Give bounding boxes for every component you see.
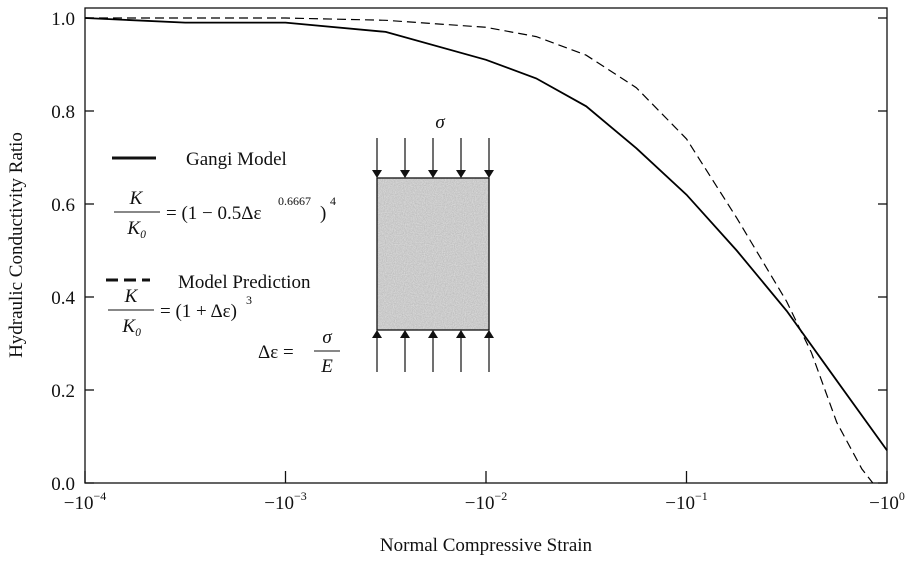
x-tick-label: −10−4 [64,489,107,514]
x-tick-label: −10−3 [264,489,307,514]
eq-den: K₀ [121,316,141,337]
eq-rhs: = (1 + Δε) [160,301,237,322]
y-axis-title: Hydraulic Conductivity Ratio [6,132,27,358]
series-line [85,17,874,484]
y-tick-label: 0.2 [51,381,75,402]
eq-close: ) [320,203,326,224]
eq-rhs: = (1 − 0.5Δε [166,203,261,224]
y-tick-label: 0.0 [51,474,75,495]
y-tick-label: 1.0 [51,9,75,30]
x-tick-label: −100 [869,489,905,514]
eq-num: K [124,286,139,307]
eq-num: K [129,188,144,209]
eq-den: K₀ [126,218,146,239]
x-tick-label: −10−2 [465,489,508,514]
y-tick-label: 0.6 [51,195,75,216]
specimen [372,138,494,372]
eq-lhs: Δε = [258,342,294,363]
x-tick-label: −10−1 [665,489,708,514]
eq-power: 3 [246,293,252,307]
series-line [84,17,888,451]
stress-label: σ [435,112,445,133]
y-tick-label: 0.4 [51,288,75,309]
x-axis-title: Normal Compressive Strain [380,535,593,556]
y-tick-label: 0.8 [51,102,75,123]
eq-power: 4 [330,194,336,208]
eq-num: σ [322,327,332,348]
eq-den: E [320,356,333,377]
legend-label: Model Prediction [178,272,311,293]
eq-exp: 0.6667 [278,194,311,208]
legend-label: Gangi Model [186,149,287,170]
